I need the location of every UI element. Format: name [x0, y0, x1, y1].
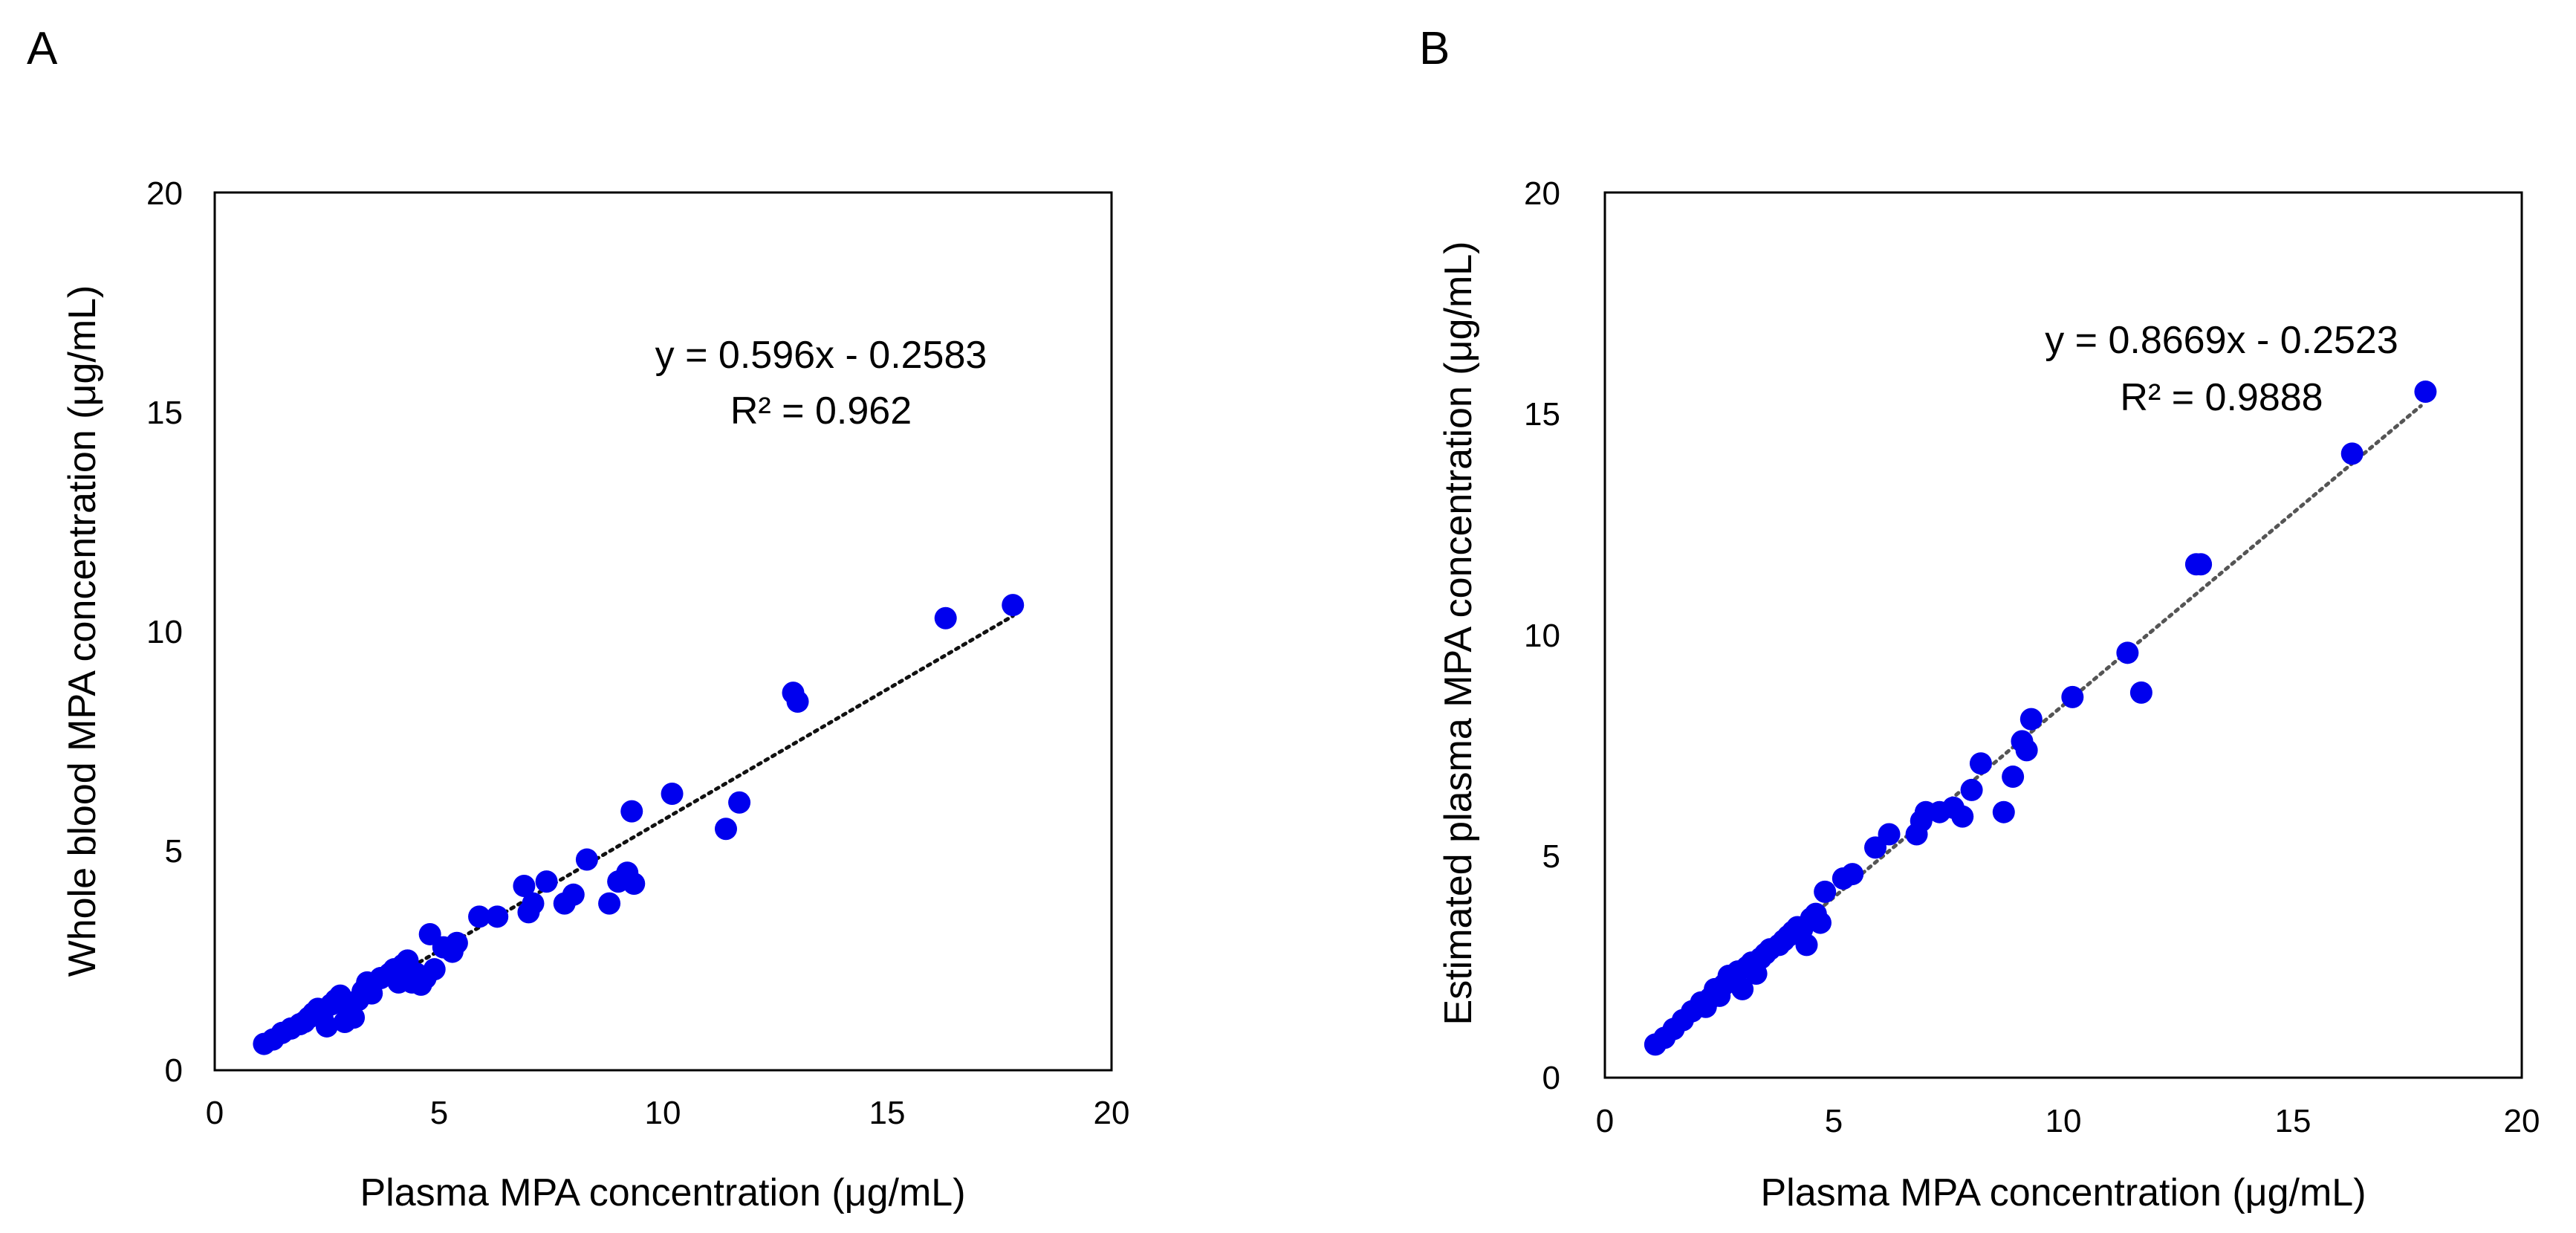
panel-a-points — [253, 594, 1025, 1055]
panel-b-equation: y = 0.8669x - 0.2523 — [2045, 319, 2398, 362]
panel-b-point-43 — [1960, 778, 1983, 801]
panel-a-point-57 — [1002, 594, 1025, 617]
panel-a-y-tick-20: 20 — [146, 175, 183, 212]
panel-a-point-14 — [328, 984, 351, 1007]
panel-a-x-tick-0: 0 — [206, 1095, 224, 1131]
panel-b-y-tick-labels: 0 5 10 15 20 — [1524, 175, 1560, 1096]
panel-a-y-tick-10: 10 — [146, 614, 183, 650]
panel-b-x-tick-0: 0 — [1596, 1103, 1614, 1139]
panel-a-x-tick-5: 5 — [430, 1095, 448, 1131]
panel-a-point-41 — [522, 892, 545, 915]
panel-b-point-28 — [1795, 933, 1818, 957]
panel-a-point-55 — [786, 690, 809, 713]
panel-a: A 0 5 10 15 20 0 5 10 15 20 Plasma MPA c… — [27, 23, 1129, 1214]
panel-b-letter: B — [1419, 23, 1450, 74]
panel-b-y-axis-label: Estimated plasma MPA concentration (μg/m… — [1437, 242, 1480, 1026]
panel-a-plot-frame — [213, 191, 1113, 1072]
panel-b-point-15 — [1731, 977, 1754, 1000]
panel-a-x-tick-labels: 0 5 10 15 20 — [206, 1095, 1130, 1131]
panel-b-point-51 — [2116, 641, 2139, 664]
panel-a-point-36 — [445, 931, 468, 954]
panel-a-point-44 — [562, 883, 585, 906]
panel-a-y-axis-label: Whole blood MPA concentration (μg/mL) — [61, 285, 104, 977]
panel-b-x-tick-10: 10 — [2045, 1103, 2082, 1139]
panel-b-point-34 — [1841, 863, 1864, 886]
panel-a-y-tick-0: 0 — [165, 1052, 183, 1089]
panel-b-y-tick-10: 10 — [1524, 618, 1560, 654]
panel-b-point-52 — [2129, 681, 2152, 704]
panel-a-r-squared: R² = 0.962 — [730, 389, 912, 433]
panel-b-x-tick-20: 20 — [2504, 1103, 2540, 1139]
panel-b-x-axis-label: Plasma MPA concentration (μg/mL) — [1760, 1171, 2366, 1214]
panel-a-y-tick-labels: 0 5 10 15 20 — [146, 175, 183, 1089]
panel-a-point-11 — [315, 1014, 338, 1038]
panel-b: B 0 5 10 15 20 0 5 10 15 20 Plasma MPA c… — [1419, 23, 2540, 1214]
panel-a-equation: y = 0.596x - 0.2583 — [655, 334, 987, 377]
panel-b-point-49 — [2019, 708, 2043, 731]
panel-a-point-56 — [934, 606, 957, 630]
panel-a-point-17 — [343, 1006, 366, 1029]
panel-a-point-39 — [513, 874, 536, 897]
panel-b-x-tick-15: 15 — [2275, 1103, 2311, 1139]
panel-a-y-tick-5: 5 — [165, 833, 183, 870]
panel-a-point-53 — [728, 791, 751, 814]
panel-a-point-37 — [468, 905, 491, 928]
panel-b-x-tick-labels: 0 5 10 15 20 — [1596, 1103, 2540, 1139]
panel-b-y-tick-15: 15 — [1524, 396, 1560, 433]
panel-a-point-45 — [575, 848, 598, 871]
panel-b-y-tick-5: 5 — [1542, 838, 1560, 875]
panel-b-point-32 — [1814, 880, 1837, 903]
panel-a-x-tick-20: 20 — [1094, 1095, 1130, 1131]
panel-b-point-31 — [1808, 911, 1832, 934]
panel-b-point-50 — [2061, 685, 2084, 708]
panel-b-point-42 — [1951, 805, 1974, 828]
panel-b-points — [1644, 380, 2437, 1056]
panel-a-letter: A — [27, 23, 58, 74]
panel-b-x-tick-5: 5 — [1825, 1103, 1843, 1139]
panel-b-point-45 — [1992, 800, 2015, 823]
panel-a-x-tick-10: 10 — [645, 1095, 681, 1131]
panel-a-x-tick-15: 15 — [869, 1095, 906, 1131]
panel-a-point-50 — [623, 873, 646, 896]
panel-b-point-44 — [1969, 752, 1992, 775]
panel-b-point-56 — [2414, 380, 2437, 403]
panel-a-y-tick-15: 15 — [146, 395, 183, 431]
panel-b-y-tick-20: 20 — [1524, 175, 1560, 212]
panel-b-point-46 — [2002, 766, 2025, 789]
panel-b-point-55 — [2340, 442, 2364, 465]
panel-b-point-48 — [2015, 739, 2038, 762]
panel-a-trendline — [262, 614, 1015, 1055]
panel-a-point-46 — [598, 892, 621, 915]
panel-b-plot-frame — [1603, 191, 2523, 1079]
panel-a-point-52 — [714, 818, 737, 841]
panel-b-y-tick-0: 0 — [1542, 1060, 1560, 1096]
panel-b-r-squared: R² = 0.9888 — [2120, 376, 2323, 419]
panel-b-point-54 — [2190, 553, 2213, 576]
panel-a-point-33 — [423, 958, 446, 981]
panel-b-point-35 — [1864, 836, 1887, 859]
panel-b-point-36 — [1878, 823, 1901, 846]
panel-a-point-38 — [486, 905, 509, 928]
panel-a-point-49 — [620, 800, 643, 823]
panel-a-point-42 — [535, 870, 558, 893]
panel-a-x-axis-label: Plasma MPA concentration (μg/mL) — [360, 1171, 965, 1214]
panel-a-point-51 — [661, 782, 684, 805]
